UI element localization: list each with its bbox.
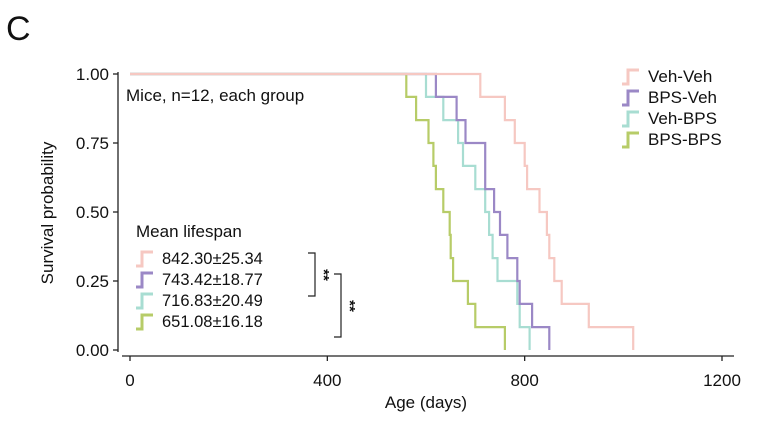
x-tick-label: 400 bbox=[313, 371, 341, 390]
axes: 0.00 0.25 0.50 0.75 1.00 0 400 800 1200 bbox=[76, 65, 741, 390]
y-tick-label: 0.25 bbox=[76, 272, 109, 291]
x-axis-label: Age (days) bbox=[385, 393, 467, 412]
legend-label: BPS-BPS bbox=[648, 130, 722, 149]
series-line-bps-bps bbox=[130, 72, 506, 350]
mean-lifespan-value: 651.08±16.18 bbox=[162, 313, 263, 331]
legend-label: Veh-BPS bbox=[648, 109, 717, 128]
mean-swatch bbox=[136, 271, 153, 289]
series-line-bps-veh bbox=[130, 72, 551, 350]
legend-swatch bbox=[622, 68, 639, 86]
y-tick-label: 0.00 bbox=[76, 341, 109, 360]
legend-swatch bbox=[622, 89, 639, 107]
x-tick-label: 0 bbox=[125, 371, 134, 390]
mean-lifespan-row: 651.08±16.18 bbox=[136, 313, 263, 331]
significance-bracket bbox=[308, 252, 316, 297]
legend-swatch bbox=[622, 110, 639, 128]
panel-label: C bbox=[6, 10, 31, 48]
y-axis-label: Survival probability bbox=[38, 141, 57, 284]
mean-lifespan-value: 842.30±25.34 bbox=[162, 250, 263, 268]
legend-item-bps-veh: BPS-Veh bbox=[622, 88, 717, 107]
mean-swatch bbox=[136, 292, 153, 310]
series-line-veh-veh bbox=[130, 72, 635, 350]
series-layer bbox=[130, 72, 635, 350]
mean-lifespan-value: 743.42±18.77 bbox=[162, 271, 263, 289]
series-line-veh-bps bbox=[130, 72, 531, 350]
legend-label: BPS-Veh bbox=[648, 88, 717, 107]
x-tick-label: 800 bbox=[510, 371, 538, 390]
legend-item-bps-bps: BPS-BPS bbox=[622, 130, 722, 149]
chart-annotation: Mice, n=12, each group bbox=[126, 86, 304, 105]
legend-item-veh-veh: Veh-Veh bbox=[622, 67, 712, 86]
significance-marker: ** bbox=[315, 269, 332, 281]
mean-lifespan-row: 842.30±25.34 bbox=[136, 250, 263, 268]
legend-item-veh-bps: Veh-BPS bbox=[622, 109, 717, 128]
mean-lifespan-value: 716.83±20.49 bbox=[162, 292, 263, 310]
mean-lifespan-box: Mean lifespan 842.30±25.34 743.42±18.77 71… bbox=[136, 222, 358, 338]
mean-lifespan-row: 743.42±18.77 bbox=[136, 271, 263, 289]
mean-lifespan-row: 716.83±20.49 bbox=[136, 292, 263, 310]
legend: Veh-Veh BPS-Veh Veh-BPS BPS-BPS bbox=[622, 67, 722, 149]
legend-label: Veh-Veh bbox=[648, 67, 712, 86]
x-tick-label: 1200 bbox=[703, 371, 741, 390]
y-tick-label: 1.00 bbox=[76, 65, 109, 84]
y-tick-label: 0.50 bbox=[76, 203, 109, 222]
mean-lifespan-title: Mean lifespan bbox=[136, 222, 242, 241]
significance-bracket bbox=[334, 273, 342, 338]
mean-swatch bbox=[136, 250, 153, 268]
significance-marker: ** bbox=[341, 300, 358, 312]
mean-swatch bbox=[136, 313, 153, 331]
legend-swatch bbox=[622, 131, 639, 149]
y-tick-label: 0.75 bbox=[76, 134, 109, 153]
